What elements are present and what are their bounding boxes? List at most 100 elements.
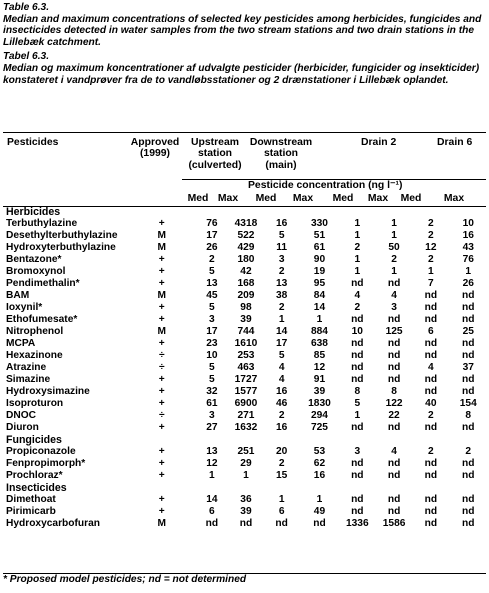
- downstream-max-value: 638: [310, 338, 328, 349]
- table-row: MCPA +23 1610 17 638 nd nd nd nd: [3, 338, 487, 350]
- drain6-max-value: nd: [462, 302, 475, 313]
- drain2-med-value: 1: [354, 218, 361, 229]
- drain2-med-value: nd: [351, 362, 364, 373]
- upstream-max-value: 168: [237, 278, 255, 289]
- header-drain6-max: Max: [443, 193, 465, 204]
- table-top-rule: [3, 132, 486, 133]
- table-row: Pirimicarb +6 39 6 49 nd nd nd nd: [3, 506, 487, 518]
- downstream-max-value: 95: [313, 278, 326, 289]
- upstream-med-value: 27: [206, 422, 218, 433]
- downstream-max-value: 16: [313, 470, 326, 481]
- approved-status: ÷: [158, 410, 165, 421]
- approved-status: +: [158, 398, 165, 409]
- header-drain2-max: Max: [367, 193, 389, 204]
- downstream-max-value: 12: [313, 362, 326, 373]
- drain6-max-value: nd: [462, 422, 475, 433]
- drain2-max-value: 122: [385, 398, 403, 409]
- drain6-max-value: 25: [462, 326, 474, 337]
- drain2-med-value: 2: [354, 242, 361, 253]
- drain6-max-value: nd: [462, 374, 475, 385]
- drain2-max-value: 1: [391, 266, 397, 277]
- downstream-max-value: 1: [316, 314, 323, 325]
- caption-title-danish: Tabel 6.3.: [3, 51, 50, 63]
- header-drain6-med: Med: [400, 193, 422, 204]
- table-row: Isoproturon +61 6900 46 1830 5 122 40 154: [3, 398, 487, 410]
- pesticide-name: Hydroxycarbofuran: [6, 518, 100, 529]
- upstream-max-value: 271: [237, 410, 255, 421]
- pesticide-name: Bromoxynol: [6, 266, 66, 277]
- approved-status: M: [157, 518, 167, 529]
- drain2-max-value: nd: [387, 314, 401, 325]
- drain6-max-value: nd: [462, 518, 475, 529]
- downstream-med-value: 17: [275, 338, 288, 349]
- upstream-max-value: 39: [240, 314, 252, 325]
- downstream-max-value: 91: [313, 374, 326, 385]
- upstream-max-value: 463: [237, 362, 255, 373]
- table-row: Bromoxynol +5 42 2 19 1 1 1 1: [3, 266, 487, 278]
- downstream-med-value: 2: [278, 266, 285, 277]
- downstream-med-value: 2: [278, 302, 285, 313]
- table-body: Herbicides Terbuthylazine +76 4318 16 330 1 1 2 1…: [3, 206, 487, 530]
- upstream-max-value: 4318: [234, 218, 258, 229]
- table-row: Bentazone* +2 180 3 90 1 2 2 76: [3, 254, 487, 266]
- pesticide-name: Desethylterbuthylazine: [6, 230, 118, 241]
- table-row: Pendimethalin* +13 168 13 95 nd nd 7 26: [3, 278, 487, 290]
- upstream-med-value: nd: [205, 518, 219, 529]
- pesticide-name: MCPA: [6, 338, 36, 349]
- upstream-max-value: 1577: [234, 386, 258, 397]
- upstream-med-value: 32: [206, 386, 218, 397]
- pesticide-name: Nitrophenol: [6, 326, 64, 337]
- drain6-max-value: 10: [462, 218, 474, 229]
- downstream-max-value: 1830: [308, 398, 331, 409]
- drain2-med-value: nd: [351, 458, 364, 469]
- pesticide-name: BAM: [6, 290, 30, 301]
- drain2-max-value: 4: [391, 446, 397, 457]
- downstream-med-value: 1: [278, 494, 285, 505]
- drain6-med-value: 2: [428, 410, 434, 421]
- approved-status: +: [158, 422, 165, 433]
- table-row: Atrazine ÷ 5 463 4 12 nd nd 4 37: [3, 362, 487, 374]
- downstream-max-value: 14: [313, 302, 326, 313]
- upstream-max-value: 744: [237, 326, 255, 337]
- drain2-med-value: 2: [354, 302, 361, 313]
- pesticide-name: Pirimicarb: [6, 506, 56, 517]
- upstream-med-value: 5: [209, 362, 215, 373]
- pesticide-name: Hydroxysimazine: [6, 386, 90, 397]
- drain6-max-value: nd: [462, 386, 475, 397]
- upstream-max-value: 98: [240, 302, 252, 313]
- approved-status: +: [158, 302, 165, 313]
- drain6-med-value: 2: [428, 446, 434, 457]
- drain2-med-value: 1: [354, 230, 361, 241]
- downstream-max-value: 1: [316, 494, 323, 505]
- upstream-med-value: 23: [206, 338, 218, 349]
- upstream-med-value: 13: [206, 278, 218, 289]
- drain6-med-value: 2: [428, 230, 434, 241]
- table-row: Hexazinone ÷ 10 253 5 85 nd nd nd nd: [3, 350, 487, 362]
- table-footnote: * Proposed model pesticides; nd = not de…: [3, 574, 247, 585]
- downstream-med-value: 38: [275, 290, 288, 301]
- drain2-med-value: 10: [351, 326, 363, 337]
- caption-title: Table 6.3.: [3, 2, 50, 13]
- drain2-med-value: 3: [354, 446, 361, 457]
- upstream-max-value: 251: [237, 446, 255, 457]
- group-header-row: Herbicides: [3, 206, 487, 218]
- downstream-med-value: 1: [278, 314, 285, 325]
- downstream-max-value: 51: [313, 230, 326, 241]
- upstream-max-value: 1727: [234, 374, 258, 385]
- table-row: Diuron +27 1632 16 725 nd nd nd nd: [3, 422, 487, 434]
- upstream-med-value: 5: [209, 374, 215, 385]
- approved-status: ÷: [158, 362, 165, 373]
- approved-status: +: [158, 506, 165, 517]
- drain6-med-value: nd: [424, 350, 438, 361]
- drain6-med-value: 40: [425, 398, 437, 409]
- upstream-med-value: 12: [206, 458, 218, 469]
- downstream-med-value: 46: [275, 398, 288, 409]
- table-bottom-rule: [3, 573, 486, 574]
- drain2-max-value: 1586: [382, 518, 406, 529]
- drain6-max-value: 43: [462, 242, 474, 253]
- drain6-med-value: 2: [428, 218, 434, 229]
- drain2-med-value: 1: [354, 254, 361, 265]
- approved-status: ÷: [158, 350, 165, 361]
- drain2-max-value: 50: [388, 242, 400, 253]
- drain2-med-value: nd: [351, 494, 364, 505]
